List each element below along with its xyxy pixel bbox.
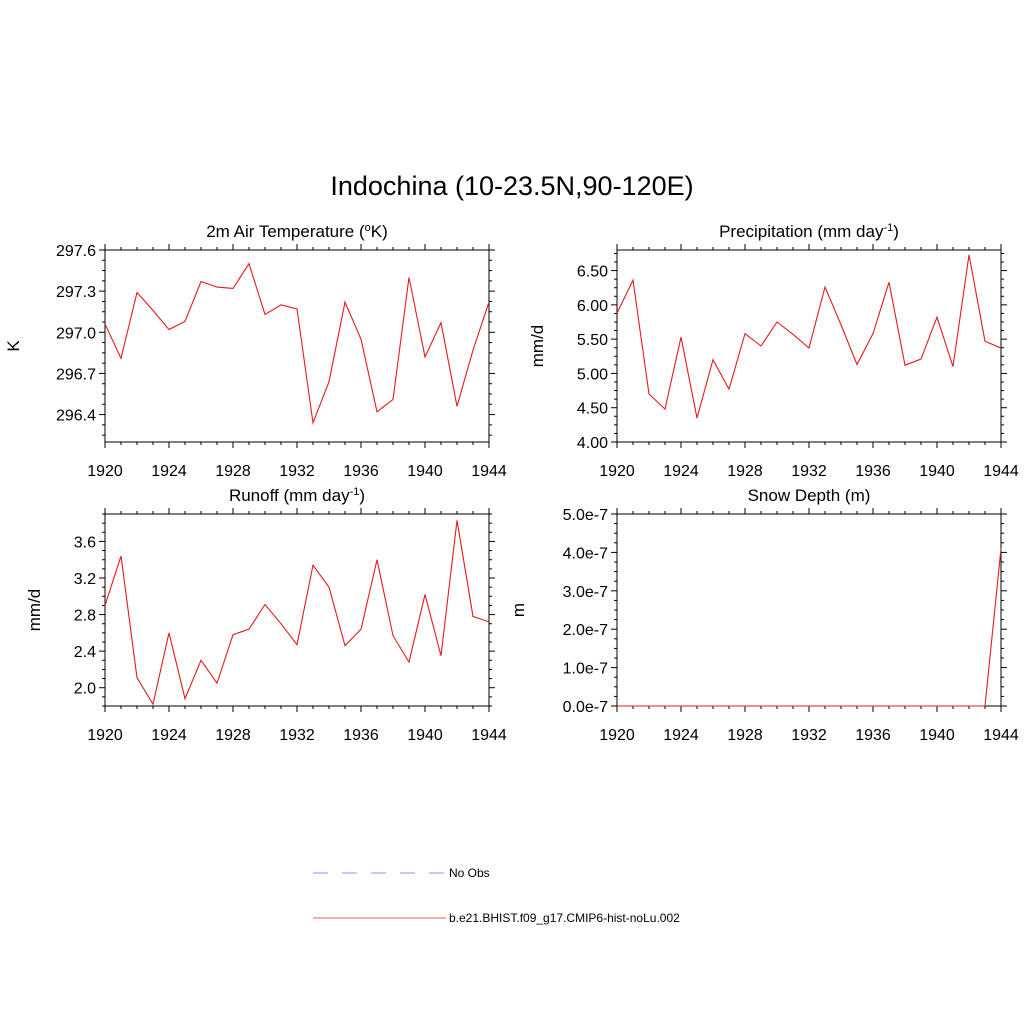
temperature-y-tick-label: 297.3: [56, 284, 96, 301]
precipitation-x-tick-label: 1936: [855, 463, 891, 480]
runoff-y-tick-label: 3.2: [74, 571, 96, 588]
chart-panels: 2m Air Temperature (oK) 1920 1924 1928 1932 1…: [4, 222, 1019, 744]
snow-depth-x-tick-label: 1932: [791, 727, 827, 744]
snow-depth-x-tick-label: 1944: [983, 727, 1019, 744]
temperature-y-tick-label: 297.6: [56, 243, 96, 260]
runoff-y-tick-label: 2.0: [74, 681, 96, 698]
runoff-x-tick-label: 1920: [87, 727, 123, 744]
chart-temperature: 2m Air Temperature (oK) 1920 1924 1928 1932 1…: [4, 222, 507, 480]
temperature-y-tick-label: 296.7: [56, 366, 96, 383]
legend-label-model: b.e21.BHIST.f09_g17.CMIP6-hist-noLu.002: [449, 911, 680, 925]
snow-depth-y-tick-label: 3.0e-7: [563, 584, 608, 601]
snow-depth-y-tick-label: 1.0e-7: [563, 661, 608, 678]
runoff-series-line: [104, 520, 490, 706]
runoff-title: Runoff (mm day-1): [229, 486, 365, 505]
runoff-x-tick-label: 1940: [407, 727, 443, 744]
snow-depth-plot-frame: [616, 513, 1002, 707]
temperature-y-axis-label: K: [4, 340, 23, 352]
runoff-y-axis-label: mm/d: [25, 589, 44, 632]
runoff-x-tick-label: 1924: [151, 727, 187, 744]
precipitation-x-tick-label: 1928: [727, 463, 763, 480]
runoff-y-tick-label: 2.8: [74, 608, 96, 625]
snow-depth-x-tick-label: 1940: [919, 727, 955, 744]
runoff-x-tick-label: 1944: [471, 727, 507, 744]
runoff-x-tick-label: 1932: [279, 727, 315, 744]
snow-depth-x-tick-label: 1928: [727, 727, 763, 744]
precipitation-y-tick-label: 5.50: [577, 332, 608, 349]
temperature-y-tick-label: 297.0: [56, 325, 96, 342]
precipitation-series-line: [616, 254, 1002, 419]
temperature-x-tick-label: 1944: [471, 463, 507, 480]
precipitation-y-tick-label: 6.00: [577, 298, 608, 315]
runoff-y-tick-label: 3.6: [74, 534, 96, 551]
precipitation-y-axis-label: mm/d: [528, 325, 547, 368]
snow-depth-series-line: [617, 548, 1002, 707]
snow-depth-y-axis-label: m: [509, 603, 528, 617]
snow-depth-x-tick-label: 1920: [599, 727, 635, 744]
precipitation-y-tick-label: 6.50: [577, 264, 608, 281]
precipitation-y-tick-label: 4.00: [577, 435, 608, 452]
snow-depth-y-tick-label: 5.0e-7: [563, 507, 608, 524]
snow-depth-y-tick-label: 2.0e-7: [563, 622, 608, 639]
chart-snow-depth: Snow Depth (m) 1920 1924 1928 1932 1936 1940 19…: [509, 486, 1019, 744]
temperature-y-tick-label: 296.4: [56, 408, 96, 425]
runoff-y-tick-label: 2.4: [74, 644, 96, 661]
precipitation-title: Precipitation (mm day-1): [719, 222, 899, 241]
precipitation-x-tick-label: 1932: [791, 463, 827, 480]
chart-runoff: Runoff (mm day-1) 1920 1924 1928 1932 1936 194…: [25, 486, 507, 744]
legend: No Obs b.e21.BHIST.f09_g17.CMIP6-hist-no…: [313, 866, 680, 925]
snow-depth-y-tick-label: 4.0e-7: [563, 545, 608, 562]
figure-title: Indochina (10-23.5N,90-120E): [330, 171, 693, 201]
precipitation-x-tick-label: 1924: [663, 463, 699, 480]
snow-depth-x-tick-label: 1936: [855, 727, 891, 744]
temperature-x-tick-label: 1936: [343, 463, 379, 480]
snow-depth-x-tick-label: 1924: [663, 727, 699, 744]
precipitation-y-tick-label: 5.00: [577, 366, 608, 383]
temperature-x-tick-label: 1940: [407, 463, 443, 480]
temperature-x-tick-label: 1924: [151, 463, 187, 480]
chart-precipitation: Precipitation (mm day-1) 1920 1924 1928 1932…: [528, 222, 1019, 480]
runoff-x-tick-label: 1928: [215, 727, 251, 744]
runoff-plot-frame: [104, 513, 490, 707]
legend-label-no-obs: No Obs: [449, 866, 490, 880]
runoff-x-tick-label: 1936: [343, 727, 379, 744]
temperature-plot-frame: [104, 249, 490, 443]
temperature-x-tick-label: 1928: [215, 463, 251, 480]
precipitation-x-tick-label: 1920: [599, 463, 635, 480]
precipitation-x-tick-label: 1940: [919, 463, 955, 480]
temperature-series-line: [104, 262, 490, 425]
snow-depth-y-tick-label: 0.0e-7: [563, 699, 608, 716]
temperature-x-tick-label: 1932: [279, 463, 315, 480]
snow-depth-title: Snow Depth (m): [748, 486, 871, 505]
precipitation-x-tick-label: 1944: [983, 463, 1019, 480]
temperature-x-tick-label: 1920: [87, 463, 123, 480]
precipitation-y-tick-label: 4.50: [577, 401, 608, 418]
temperature-title: 2m Air Temperature (oK): [206, 222, 388, 241]
